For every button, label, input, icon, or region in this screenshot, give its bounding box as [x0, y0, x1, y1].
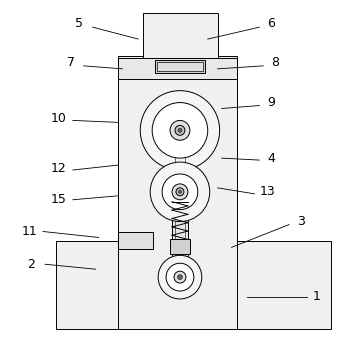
- Circle shape: [175, 126, 185, 135]
- Circle shape: [150, 162, 210, 222]
- Bar: [157, 62, 203, 71]
- Circle shape: [170, 120, 190, 140]
- Circle shape: [172, 184, 188, 200]
- Text: 8: 8: [271, 56, 279, 69]
- Text: 6: 6: [267, 17, 275, 30]
- Text: 13: 13: [259, 185, 275, 198]
- Circle shape: [174, 271, 186, 283]
- Bar: [143, 13, 218, 58]
- Circle shape: [158, 255, 202, 299]
- Bar: [118, 56, 238, 329]
- Text: 5: 5: [75, 17, 83, 30]
- Circle shape: [178, 190, 181, 193]
- Text: 10: 10: [51, 112, 67, 125]
- Text: 11: 11: [21, 225, 37, 238]
- Bar: [172, 130, 188, 277]
- Bar: [155, 60, 205, 73]
- Text: 2: 2: [27, 258, 35, 271]
- Bar: [118, 58, 238, 79]
- Circle shape: [178, 275, 183, 280]
- Text: 15: 15: [51, 193, 67, 206]
- Circle shape: [176, 188, 184, 196]
- Circle shape: [140, 91, 220, 170]
- Text: 1: 1: [313, 290, 321, 303]
- Text: 12: 12: [51, 161, 67, 174]
- Bar: [56, 241, 331, 329]
- Circle shape: [152, 103, 208, 158]
- Bar: [118, 232, 153, 249]
- Text: 7: 7: [67, 56, 75, 69]
- Circle shape: [178, 128, 182, 132]
- Text: 9: 9: [267, 96, 275, 109]
- Bar: [170, 239, 190, 254]
- Text: 4: 4: [267, 152, 275, 165]
- Circle shape: [166, 263, 194, 291]
- Circle shape: [162, 174, 198, 210]
- Text: 3: 3: [297, 215, 305, 228]
